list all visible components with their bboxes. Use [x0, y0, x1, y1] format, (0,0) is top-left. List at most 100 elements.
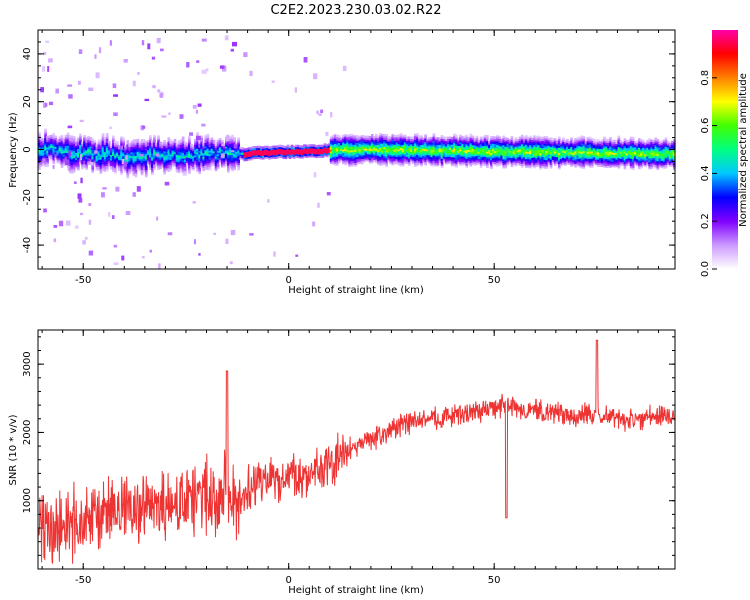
heatmap-cell — [134, 146, 138, 149]
heatmap-cell — [77, 153, 80, 157]
heatmap-cell — [165, 147, 169, 150]
heatmap-cell — [163, 166, 166, 170]
heatmap-cell — [362, 136, 366, 140]
heatmap-cell — [490, 148, 493, 152]
heatmap-cell — [508, 150, 512, 153]
heatmap-cell — [486, 144, 489, 147]
heatmap-cell — [214, 156, 218, 159]
heatmap-cell — [151, 169, 154, 172]
heatmap-cell — [646, 161, 649, 164]
heatmap-cell — [231, 159, 234, 163]
heatmap-cell — [605, 160, 608, 163]
heatmap-cell — [566, 155, 569, 158]
heatmap-cell — [333, 143, 337, 146]
heatmap-cell — [368, 152, 372, 155]
heatmap-cell — [432, 145, 436, 149]
heatmap-cell — [520, 149, 524, 152]
heatmap-cell — [444, 158, 448, 161]
heatmap-cell — [414, 141, 417, 144]
heatmap-speckle — [196, 135, 201, 141]
heatmap-cell — [428, 138, 432, 142]
heatmap-cell — [171, 157, 175, 160]
heatmap-cell — [87, 144, 90, 148]
heatmap-cell — [557, 165, 561, 168]
heatmap-cell — [62, 138, 66, 141]
heatmap-cell — [383, 137, 386, 140]
heatmap-cell — [420, 160, 423, 163]
heatmap-cell — [48, 147, 51, 151]
heatmap-cell — [420, 142, 423, 145]
heatmap-cell — [81, 149, 84, 152]
heatmap-cell — [122, 141, 125, 144]
heatmap-cell — [75, 139, 78, 143]
heatmap-cell — [644, 155, 647, 158]
heatmap-cell — [196, 160, 199, 164]
heatmap-cell — [613, 165, 617, 168]
heatmap-cell — [70, 148, 74, 151]
heatmap-cell — [196, 139, 199, 142]
heatmap-cell — [512, 141, 516, 144]
heatmap-cell — [638, 163, 641, 166]
heatmap-cell — [77, 139, 80, 142]
heatmap-cell — [177, 165, 181, 168]
heatmap-cell — [525, 151, 528, 154]
heatmap-cell — [629, 143, 633, 147]
heatmap-cell — [149, 162, 152, 165]
heatmap-cell — [212, 154, 216, 157]
heatmap-cell — [233, 158, 236, 162]
heatmap-cell — [233, 149, 236, 153]
heatmap-cell — [46, 162, 49, 166]
heatmap-cell — [333, 163, 337, 166]
heatmap-cell — [288, 147, 292, 150]
heatmap-cell — [559, 144, 563, 147]
heatmap-cell — [465, 160, 469, 163]
heatmap-cell — [549, 148, 553, 151]
heatmap-cell — [122, 151, 125, 155]
heatmap-cell — [455, 154, 458, 157]
heatmap-cell — [301, 156, 304, 159]
heatmap-cell — [504, 148, 508, 151]
heatmap-cell — [218, 146, 222, 150]
heatmap-cell — [467, 156, 471, 159]
heatmap-cell — [130, 155, 134, 158]
heatmap-speckle — [112, 83, 117, 88]
heatmap-cell — [134, 155, 138, 158]
heatmap-cell — [70, 158, 74, 162]
heatmap-cell — [149, 163, 152, 167]
heatmap-cell — [323, 154, 327, 157]
heatmap-cell — [126, 147, 130, 150]
heatmap-cell — [66, 157, 70, 161]
heatmap-cell — [621, 148, 625, 152]
heatmap-cell — [506, 155, 510, 159]
heatmap-cell — [364, 137, 368, 140]
heatmap-cell — [91, 143, 95, 147]
heatmap-cell — [233, 142, 236, 145]
heatmap-cell — [525, 156, 528, 160]
heatmap-cell — [366, 151, 370, 155]
heatmap-cell — [270, 149, 273, 152]
heatmap-cell — [116, 161, 119, 164]
heatmap-speckle — [159, 93, 164, 98]
heatmap-cell — [202, 159, 206, 163]
heatmap-cell — [132, 162, 136, 166]
heatmap-cell — [601, 141, 604, 144]
heatmap-cell — [539, 145, 543, 149]
heatmap-cell — [627, 143, 631, 146]
heatmap-cell — [292, 145, 296, 149]
heatmap-cell — [329, 145, 333, 148]
heatmap-speckle — [303, 57, 308, 63]
heatmap-cell — [551, 157, 555, 160]
heatmap-cell — [397, 141, 401, 145]
heatmap-cell — [194, 140, 197, 143]
heatmap-cell — [564, 159, 567, 163]
heatmap-cell — [574, 152, 577, 156]
heatmap-cell — [582, 163, 586, 166]
heatmap-cell — [233, 165, 236, 169]
heatmap-cell — [50, 156, 53, 159]
heatmap-cell — [504, 142, 508, 145]
heatmap-cell — [596, 162, 600, 165]
heatmap-speckle — [168, 112, 171, 115]
heatmap-cell — [181, 150, 185, 154]
heatmap-cell — [161, 144, 164, 147]
heatmap-cell — [183, 146, 187, 150]
